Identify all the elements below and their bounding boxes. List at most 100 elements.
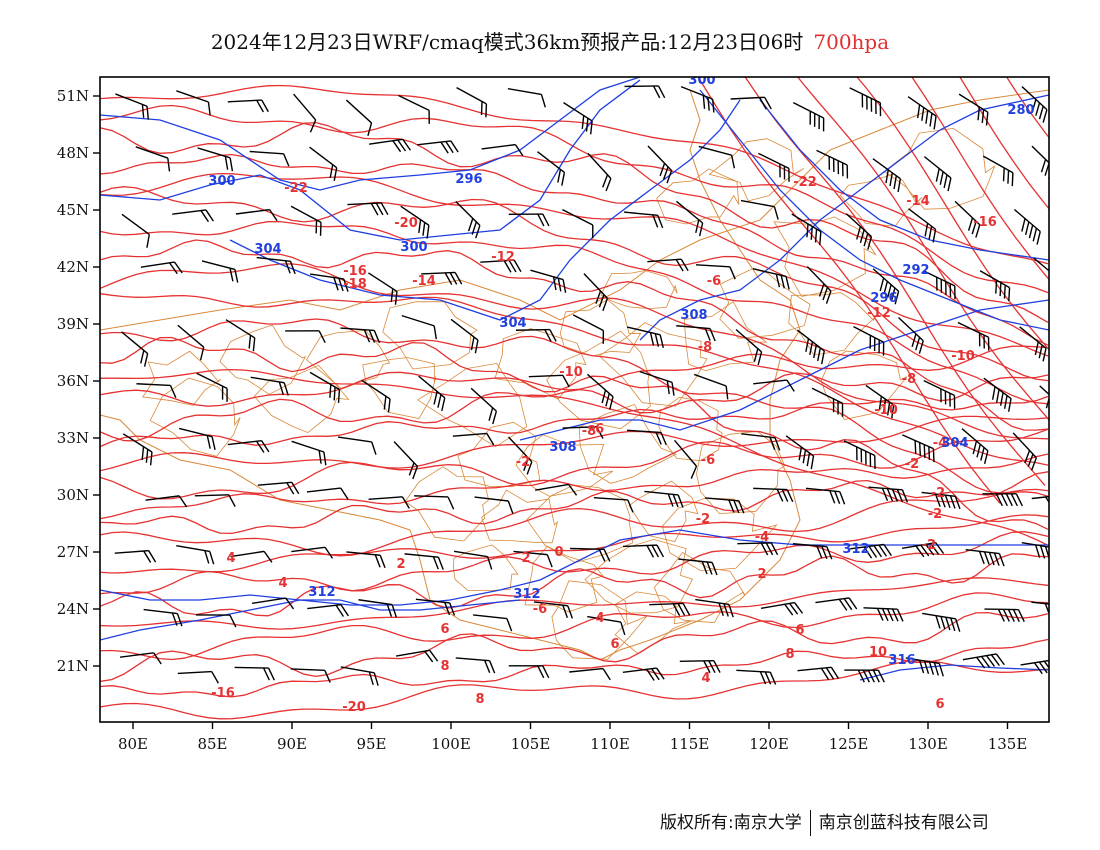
wind-barb xyxy=(309,146,338,182)
province-boundary xyxy=(546,330,651,430)
province-boundary xyxy=(559,299,642,357)
wind-barb xyxy=(473,614,513,632)
isotherm-line xyxy=(959,77,1049,210)
country-border xyxy=(100,89,801,661)
wind-barb xyxy=(693,373,729,400)
wind-barb xyxy=(453,550,493,570)
isotherm-line xyxy=(100,372,1049,442)
lat-tick-label: 48N xyxy=(57,144,89,162)
wind-barb xyxy=(195,614,237,628)
wind-barb xyxy=(676,325,716,342)
wind-barb xyxy=(845,213,873,250)
wind-barb xyxy=(337,436,377,455)
wind-barb xyxy=(285,330,326,344)
province-boundary xyxy=(653,551,746,624)
wind-barb xyxy=(533,601,574,619)
wind-barb xyxy=(815,597,858,611)
isotherm-label: -22 xyxy=(284,181,308,196)
wind-barb xyxy=(177,670,219,684)
isotherm-line xyxy=(100,84,1049,265)
wind-barb xyxy=(737,542,779,556)
province-boundaries xyxy=(100,89,1049,661)
isotherm-line xyxy=(100,660,1049,720)
height-contour-label: 304 xyxy=(499,316,526,331)
province-boundary xyxy=(656,168,740,225)
isotherm-label: 4 xyxy=(701,671,710,686)
province-boundary xyxy=(404,466,490,542)
wind-barb xyxy=(513,550,553,568)
lat-tick-label: 21N xyxy=(57,657,89,675)
wind-barb xyxy=(396,649,439,663)
height-contour-label: 308 xyxy=(549,440,576,455)
height-contour-label: 280 xyxy=(1007,103,1034,118)
wind-barb xyxy=(923,156,952,192)
wind-barb xyxy=(249,150,290,167)
isotherm-label: -6 xyxy=(590,422,604,437)
height-contour-label: 304 xyxy=(254,242,281,257)
wind-barb xyxy=(535,483,578,496)
lon-tick-label: 100E xyxy=(431,735,471,753)
wind-barb xyxy=(470,387,498,425)
province-boundary xyxy=(452,544,519,592)
wind-barb xyxy=(639,370,675,396)
isotherm-label: 8 xyxy=(440,659,449,674)
province-boundary xyxy=(149,377,241,457)
wind-barb xyxy=(235,208,278,222)
lon-tick-label: 115E xyxy=(670,735,710,753)
height-contour-line xyxy=(100,77,641,191)
map-content: -22-20-16-18 -14-12-10-10-8-6-2-202244668… xyxy=(100,77,1049,720)
height-contours xyxy=(100,77,1049,681)
wind-barb xyxy=(452,432,495,446)
wind-barb xyxy=(230,550,273,563)
isotherm-line xyxy=(100,428,1049,500)
province-boundary xyxy=(526,484,634,564)
wind-barb xyxy=(740,199,779,220)
province-boundary xyxy=(708,138,805,202)
province-boundary xyxy=(600,270,678,310)
wind-barb xyxy=(414,495,455,510)
wind-barb xyxy=(1031,601,1049,617)
wind-barb xyxy=(1021,86,1048,123)
wind-barb xyxy=(979,270,1011,302)
wind-barb xyxy=(310,273,349,292)
province-boundary xyxy=(142,350,221,406)
footer: 版权所有:南京大学 南京创蓝科技有限公司 xyxy=(660,808,989,836)
wind-barb xyxy=(197,147,234,172)
wind-barb xyxy=(1020,658,1049,675)
wind-barb xyxy=(196,372,228,402)
wind-barb xyxy=(982,155,1014,187)
wind-barb xyxy=(291,546,334,559)
map-frame xyxy=(99,76,1050,723)
wind-barb xyxy=(290,668,331,683)
wind-barb xyxy=(401,314,437,340)
wind-barb xyxy=(135,146,171,172)
wind-barb xyxy=(908,208,937,243)
wind-barb xyxy=(649,602,691,616)
wind-barb xyxy=(791,213,822,246)
lon-tick-label: 130E xyxy=(908,735,948,753)
isotherm-label: -2 xyxy=(696,512,710,527)
lon-tick-label: 135E xyxy=(988,735,1028,753)
wind-barb xyxy=(140,261,183,275)
wind-barb xyxy=(178,427,216,450)
wind-barb xyxy=(404,553,444,570)
lat-tick-label: 36N xyxy=(57,372,89,390)
isotherm-line xyxy=(100,415,1049,472)
province-boundary xyxy=(494,328,587,400)
isotherm-label: 4 xyxy=(226,551,235,566)
isotherm-label: -4 xyxy=(755,530,769,545)
wind-barb xyxy=(647,145,673,184)
wind-barb xyxy=(450,318,479,354)
lat-tick-label: 33N xyxy=(57,429,89,447)
wind-barb xyxy=(678,558,718,576)
wind-barb xyxy=(1013,208,1041,245)
wind-barb xyxy=(644,490,684,508)
isotherm-line xyxy=(100,104,1049,294)
isotherm-line xyxy=(100,336,1049,530)
wind-barb xyxy=(793,101,825,132)
wind-barb xyxy=(421,271,463,285)
contour-labels: -22-20-16-18 -14-12-10-10-8-6-2-202244668… xyxy=(208,77,1034,715)
wind-barb xyxy=(902,434,935,463)
wind-barb xyxy=(680,85,715,113)
